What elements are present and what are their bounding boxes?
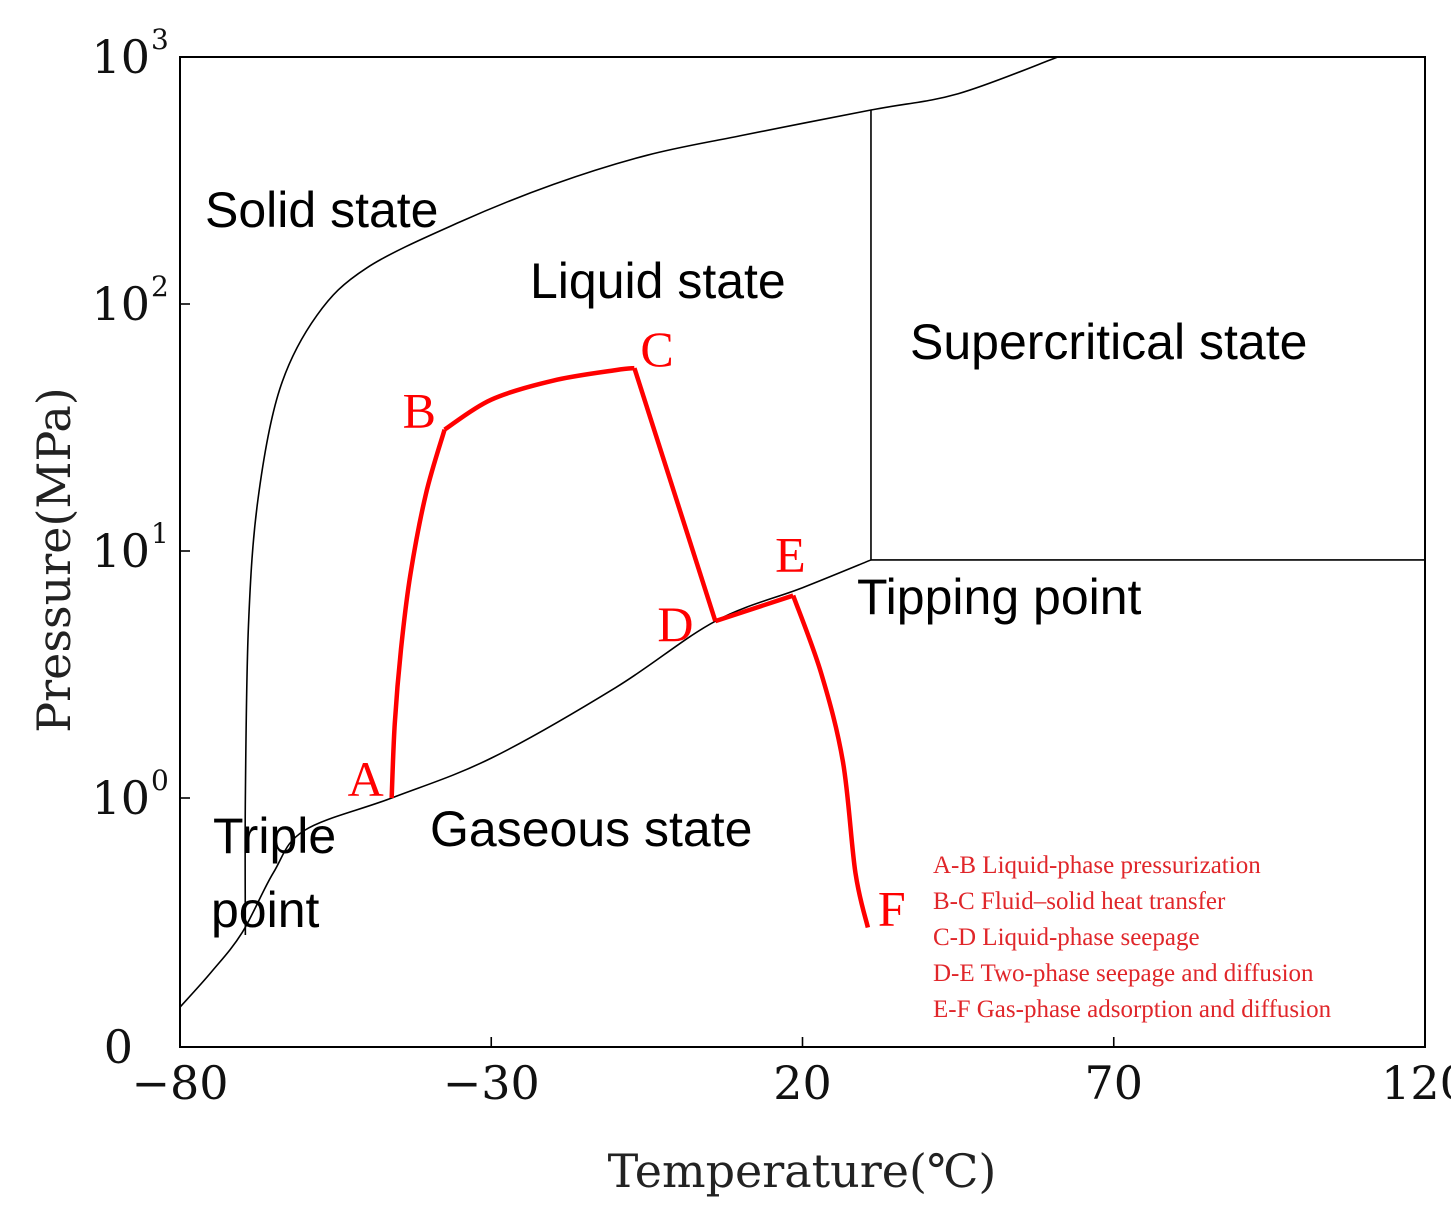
phase-boundaries <box>179 56 1425 1008</box>
region-label-gaseous: Gaseous state <box>430 801 752 857</box>
y-tick-label: 10 <box>91 30 150 84</box>
point-label-F: F <box>878 880 906 936</box>
y-tick-label: 10 <box>91 277 150 331</box>
x-tick-label: −80 <box>131 1056 228 1110</box>
y-tick-exponent: 1 <box>151 517 169 550</box>
process-segment-C-D <box>632 367 718 622</box>
process-path-layer <box>389 365 871 928</box>
point-label-B: B <box>403 383 436 439</box>
x-tick-label: 20 <box>773 1056 832 1110</box>
region-label-tipping: Tipping point <box>857 569 1142 625</box>
y-tick-label: 10 <box>91 524 150 578</box>
x-tick-label: −30 <box>443 1056 540 1110</box>
region-label-supercritical: Supercritical state <box>910 314 1307 370</box>
region-label-solid: Solid state <box>205 182 438 238</box>
process-segment-B-C <box>443 365 635 432</box>
x-tick-label: 120 <box>1381 1056 1451 1110</box>
y-tick-exponent: 2 <box>151 270 169 303</box>
region-label-triple2: point <box>211 882 320 938</box>
legend-entry: B-C Fluid–solid heat transfer <box>933 888 1226 915</box>
y-tick-exponent: 3 <box>151 23 169 56</box>
legend-entry: C-D Liquid-phase seepage <box>933 924 1200 951</box>
axis-ticks: −80−3020701200100101102103 <box>91 23 1451 1110</box>
point-label-C: C <box>640 321 673 377</box>
point-label-A: A <box>348 751 384 807</box>
region-label-liquid: Liquid state <box>530 253 786 309</box>
vaporization-curve <box>179 559 872 1008</box>
y-tick-label: 0 <box>104 1020 133 1074</box>
x-axis-title: Temperature(℃) <box>608 1144 997 1198</box>
legend: A-B Liquid-phase pressurization B-C Fluid… <box>933 852 1332 1023</box>
y-tick-label: 10 <box>91 771 150 825</box>
annotation-layer: A B C D E F Solid state Liquid state Supercritic… <box>205 182 1307 938</box>
point-label-D: D <box>657 596 693 652</box>
legend-entry: E-F Gas-phase adsorption and diffusion <box>933 996 1332 1023</box>
solid-liquid-boundary <box>244 56 1058 935</box>
y-axis-title: Pressure(MPa) <box>27 387 81 733</box>
point-label-E: E <box>775 527 806 583</box>
y-tick-exponent: 0 <box>151 764 169 797</box>
process-segment-E-F <box>791 594 871 928</box>
legend-entry: D-E Two-phase seepage and diffusion <box>933 960 1314 987</box>
process-segment-A-B <box>389 429 447 799</box>
region-label-triple1: Triple <box>213 808 336 864</box>
process-segment-D-E <box>714 593 794 624</box>
x-tick-label: 70 <box>1084 1056 1143 1110</box>
legend-entry: A-B Liquid-phase pressurization <box>933 852 1261 879</box>
